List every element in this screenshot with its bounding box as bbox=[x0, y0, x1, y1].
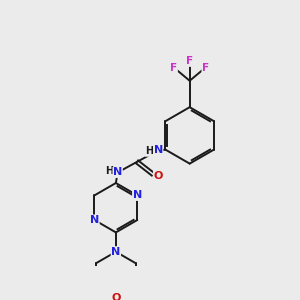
Text: F: F bbox=[202, 62, 209, 73]
Text: N: N bbox=[154, 146, 163, 155]
Text: H: H bbox=[145, 146, 153, 156]
Text: O: O bbox=[154, 171, 163, 181]
Text: N: N bbox=[133, 190, 142, 200]
Text: O: O bbox=[111, 292, 121, 300]
Text: F: F bbox=[186, 56, 193, 66]
Text: H: H bbox=[105, 166, 113, 176]
Text: N: N bbox=[111, 247, 121, 257]
Text: F: F bbox=[170, 62, 177, 73]
Text: N: N bbox=[90, 215, 99, 225]
Text: N: N bbox=[113, 167, 122, 177]
